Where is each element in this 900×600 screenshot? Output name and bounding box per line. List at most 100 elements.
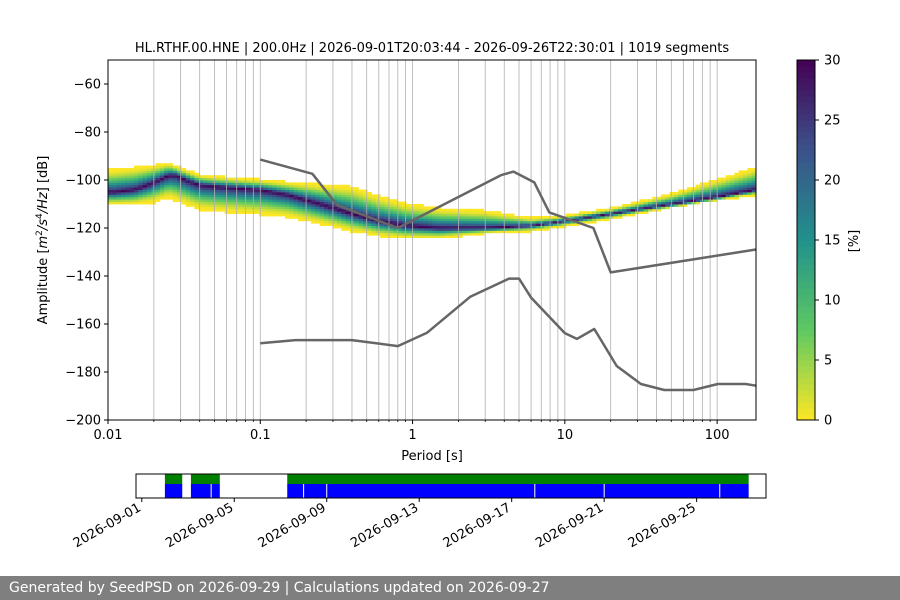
heatmap-cell [254,211,260,214]
heatmap-cell [669,199,675,202]
heatmap-cell [155,172,161,176]
heatmap-cell [146,196,152,200]
heatmap-cell [233,187,238,190]
heatmap-cell [172,170,178,174]
heatmap-cell [544,216,550,219]
heatmap-cell [228,182,234,186]
heatmap-cell [237,204,243,207]
heatmap-cell [306,206,312,210]
heatmap-cell [172,189,178,193]
heatmap-cell [293,194,299,198]
heatmap-cell [479,211,485,214]
heatmap-cell [436,235,442,238]
heatmap-cell [125,175,130,178]
heatmap-cell [643,208,649,212]
heatmap-cell [682,204,688,207]
heatmap-cell [535,225,541,229]
heatmap-cell [362,189,368,193]
heatmap-cell [263,192,269,195]
heatmap-cell [371,204,377,207]
ylabel-part-5: 4 [35,213,45,219]
heatmap-cell [224,196,230,200]
heatmap-cell [501,216,506,219]
heatmap-cell [224,201,230,205]
heatmap-cell [185,182,191,186]
heatmap-cell [367,194,372,198]
heatmap-cell [328,223,334,226]
heatmap-cell [168,187,174,190]
heatmap-cell [362,228,368,231]
heatmap-cell [185,204,191,207]
heatmap-cell [129,194,135,198]
heatmap-cell [362,192,368,195]
heatmap-cell [488,223,493,226]
heatmap-cell [345,218,351,222]
heatmap-cell [138,175,143,178]
heatmap-cell [708,187,714,190]
heatmap-cell [263,213,269,217]
heatmap-cell [622,204,627,207]
heatmap-cell [259,182,264,186]
heatmap-cell [112,199,118,202]
heatmap-cell [194,189,200,193]
heatmap-cell [751,189,757,193]
heatmap-cell [557,218,562,222]
heatmap-cell [527,218,532,222]
heatmap-cell [406,235,411,238]
heatmap-cell [267,189,273,193]
heatmap-cell [108,177,113,181]
heatmap-cell [120,180,126,183]
heatmap-cell [168,196,174,200]
heatmap-cell [717,187,722,190]
heatmap-cell [241,187,247,190]
heatmap-cell [125,192,130,195]
heatmap-cell [354,216,359,219]
heatmap-cell [224,187,230,190]
heatmap-cell [233,204,238,207]
heatmap-cell [712,180,718,183]
heatmap-cell [419,218,424,222]
heatmap-cell [285,208,290,212]
heatmap-cell [704,192,709,195]
heatmap-cell [751,182,757,186]
heatmap-cell [747,194,753,198]
heatmap-cell [254,189,260,193]
heatmap-cell [228,189,234,193]
heatmap-cell [228,206,234,210]
heatmap-cell [280,206,286,210]
heatmap-cell [272,194,277,198]
heatmap-cell [190,180,195,183]
colorbar-swatch [797,270,815,277]
heatmap-cell [276,213,282,217]
heatmap-cell [254,192,260,195]
heatmap-cell [108,189,113,193]
heatmap-cell [233,208,238,212]
heatmap-cell [112,172,118,176]
heatmap-cell [112,194,118,198]
heatmap-cell [483,220,489,224]
heatmap-cell [177,175,182,178]
heatmap-cell [324,204,329,207]
heatmap-cell [241,201,247,205]
heatmap-cell [155,184,161,188]
heatmap-cell [725,194,731,198]
colorbar-swatch [797,210,815,217]
heatmap-cell [146,184,152,188]
heatmap-cell [164,189,169,193]
heatmap-cell [280,199,286,202]
heatmap-cell [423,232,429,236]
heatmap-cell [518,223,524,226]
heatmap-cell [518,230,524,234]
heatmap-cell [600,218,606,222]
heatmap-cell [198,194,204,198]
heatmap-cell [142,180,148,183]
colorbar-swatch [797,282,815,289]
heatmap-cell [220,204,226,207]
heatmap-cell [120,199,126,202]
heatmap-cell [155,168,161,171]
heatmap-cell [129,182,135,186]
heatmap-cell [414,220,420,224]
heatmap-cell [397,220,403,224]
heatmap-cell [142,196,148,200]
colorbar-swatch [797,402,815,409]
